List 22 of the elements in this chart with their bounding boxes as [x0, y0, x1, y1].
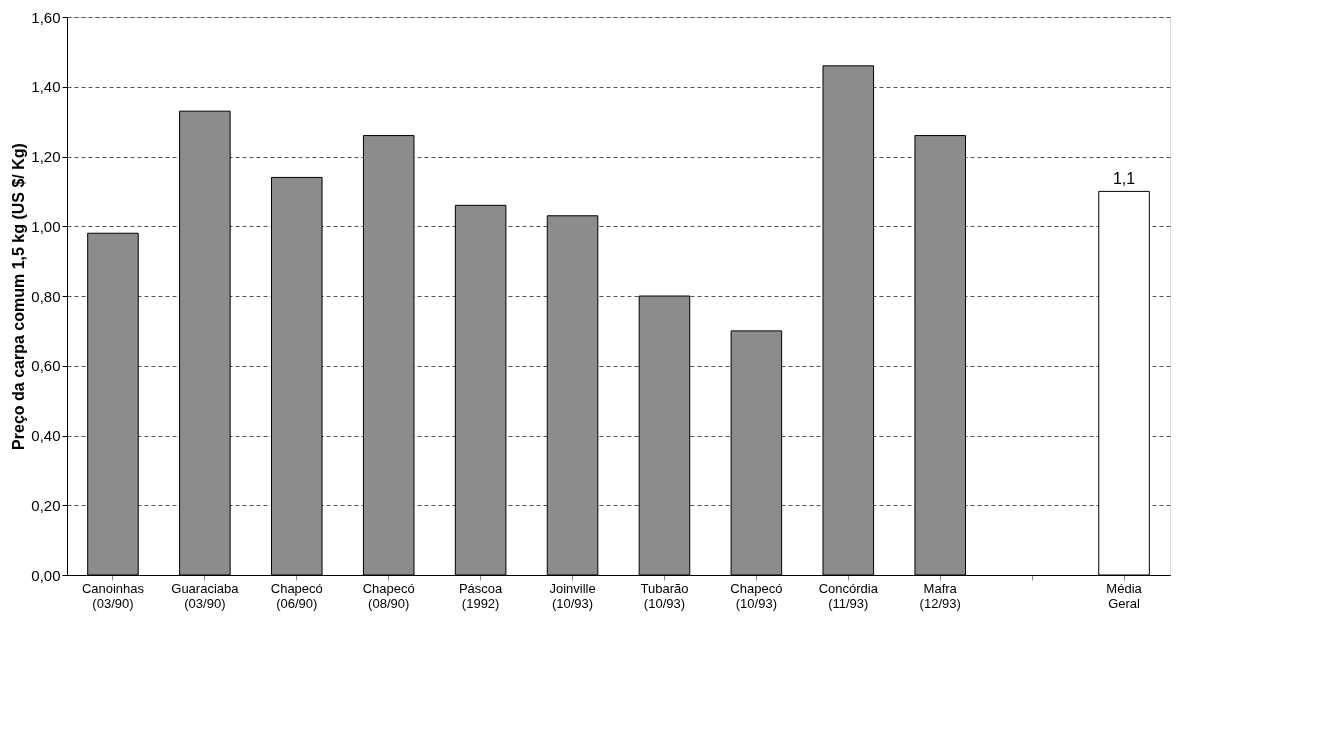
x-tick-label: Chapecó (10/93)	[730, 580, 783, 611]
y-tick-label: 1,00	[31, 217, 61, 235]
y-tick-label: 0,60	[31, 357, 61, 375]
x-tick-label: Joinville (10/93)	[549, 580, 596, 611]
x-tick-label: Guaraciaba (03/90)	[171, 580, 240, 611]
x-tick-label: Canoinhas (03/90)	[81, 580, 145, 611]
y-tick-label: 0,20	[31, 496, 61, 514]
data-label: 1,1	[1112, 170, 1136, 188]
y-tick-label: 0,80	[31, 287, 61, 305]
x-tick-label: Páscoa (1992)	[458, 580, 504, 611]
y-tick-label: 0,40	[31, 427, 61, 444]
x-tick-label: Média Geral	[1106, 580, 1143, 611]
x-tick-label: Mafra (12/93)	[919, 580, 961, 611]
y-tick-label: 1,20	[31, 148, 61, 165]
y-tick-label: 0,00	[31, 566, 61, 584]
y-tick-label: 1,60	[31, 8, 61, 26]
x-tick-label: Concórdia (11/93)	[818, 580, 879, 611]
y-axis-title: Preço da carpa comum 1,5 kg (US $/ Kg)	[10, 143, 28, 450]
x-tick-label: Tubarão (10/93)	[640, 580, 689, 611]
x-tick-label: Chapecó (08/90)	[362, 580, 415, 611]
x-tick-label: Chapecó (06/90)	[270, 580, 323, 611]
y-tick-label: 1,40	[31, 78, 61, 96]
